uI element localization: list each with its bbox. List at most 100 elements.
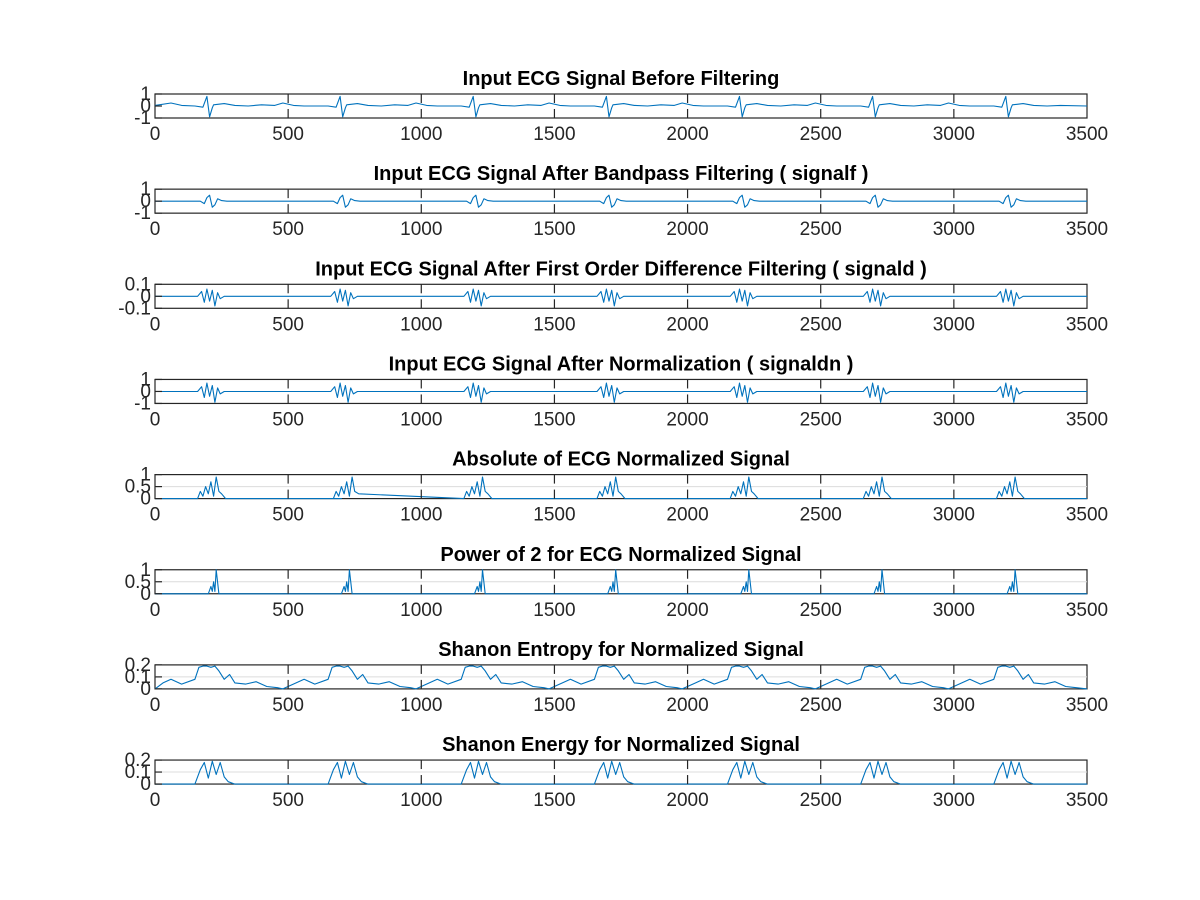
x-tick-label: 1500	[533, 314, 575, 335]
subplot-8: Shanon Energy for Normalized Signal 0 500 1…	[125, 734, 1109, 811]
x-tick-label: 2000	[666, 505, 708, 526]
x-tick-label: 3000	[933, 314, 975, 335]
x-tick-label: 2500	[800, 600, 842, 621]
y-tick-label: -1	[134, 203, 151, 224]
x-tick-label: 3500	[1066, 409, 1108, 430]
x-tick-label: 3500	[1066, 314, 1108, 335]
subplot-1: Input ECG Signal Before Filtering 0 500 100…	[134, 68, 1108, 145]
signal-line	[154, 665, 1088, 690]
y-tick-label: 0	[140, 679, 151, 700]
x-tick-label: 500	[272, 505, 304, 526]
x-tick-label: 1000	[400, 124, 442, 145]
x-tick-label: 500	[272, 124, 304, 145]
x-tick-label: 1500	[533, 600, 575, 621]
subplot-title: Input ECG Signal After Normalization ( s…	[389, 353, 854, 375]
y-tick-label: 0	[140, 96, 151, 117]
y-tick-label: 0	[140, 489, 151, 510]
x-tick-label: 1000	[400, 505, 442, 526]
y-tick-label: 0.5	[125, 572, 151, 593]
x-tick-label: 3500	[1066, 790, 1108, 811]
x-tick-label: 500	[272, 600, 304, 621]
y-tick-label: 1	[140, 369, 151, 390]
x-tick-label: 3500	[1066, 124, 1108, 145]
x-tick-label: 3000	[933, 790, 975, 811]
subplot-6: Power of 2 for ECG Normalized Signal 0 500…	[125, 544, 1109, 621]
subplot-2: Input ECG Signal After Bandpass Filterin…	[134, 163, 1108, 240]
x-tick-label: 2000	[666, 790, 708, 811]
x-tick-label: 1000	[400, 409, 442, 430]
x-tick-label: 2000	[666, 600, 708, 621]
subplot-title: Power of 2 for ECG Normalized Signal	[440, 544, 801, 566]
subplot-title: Absolute of ECG Normalized Signal	[452, 449, 790, 471]
x-tick-label: 2500	[800, 314, 842, 335]
x-tick-label: 0	[150, 409, 161, 430]
x-tick-label: 500	[272, 219, 304, 240]
x-tick-label: 2500	[800, 505, 842, 526]
signal-line	[155, 569, 1087, 595]
y-tick-label: -1	[134, 393, 151, 414]
x-tick-label: 2500	[800, 124, 842, 145]
x-tick-label: 1500	[533, 124, 575, 145]
x-tick-label: 500	[272, 790, 304, 811]
x-tick-label: 1500	[533, 790, 575, 811]
x-tick-label: 3500	[1066, 219, 1108, 240]
x-tick-label: 3000	[933, 219, 975, 240]
signal-line	[155, 476, 1087, 500]
y-tick-label: 1	[140, 179, 151, 200]
y-tick-label: 0	[140, 774, 151, 795]
x-tick-label: 2500	[800, 219, 842, 240]
x-tick-label: 0	[150, 314, 161, 335]
x-tick-label: 500	[272, 409, 304, 430]
x-tick-label: 1500	[533, 505, 575, 526]
y-tick-label: 1	[140, 84, 151, 105]
x-tick-label: 3500	[1066, 695, 1108, 716]
x-tick-label: 3000	[933, 600, 975, 621]
x-tick-label: 1500	[533, 695, 575, 716]
x-tick-label: 0	[150, 124, 161, 145]
signal-line	[155, 288, 1087, 307]
x-tick-label: 3000	[933, 505, 975, 526]
x-tick-label: 2500	[800, 409, 842, 430]
subplot-title: Input ECG Signal After Bandpass Filterin…	[374, 163, 869, 185]
y-tick-label: 0.1	[125, 667, 151, 688]
x-tick-label: 1000	[400, 600, 442, 621]
subplot-title: Shanon Entropy for Normalized Signal	[438, 639, 804, 661]
x-tick-label: 2000	[666, 695, 708, 716]
signal-line	[154, 95, 1088, 118]
x-tick-label: 0	[150, 600, 161, 621]
subplot-7: Shanon Entropy for Normalized Signal 0 500…	[125, 639, 1109, 716]
x-tick-label: 0	[150, 219, 161, 240]
y-tick-label: -1	[134, 108, 151, 129]
x-tick-label: 500	[272, 314, 304, 335]
x-tick-label: 1500	[533, 409, 575, 430]
y-tick-label: 1	[140, 465, 151, 486]
y-tick-label: -0.1	[118, 298, 151, 319]
subplot-3: Input ECG Signal After First Order Diffe…	[118, 258, 1108, 335]
y-tick-label: 0	[140, 584, 151, 605]
subplot-title: Input ECG Signal Before Filtering	[463, 68, 780, 90]
x-tick-label: 2000	[666, 124, 708, 145]
y-tick-label: 0	[140, 191, 151, 212]
y-tick-label: 0	[140, 381, 151, 402]
y-tick-label: 0.5	[125, 477, 151, 498]
subplot-4: Input ECG Signal After Normalization ( s…	[134, 353, 1108, 430]
x-tick-label: 3500	[1066, 505, 1108, 526]
x-tick-label: 0	[150, 505, 161, 526]
signal-line	[155, 382, 1087, 403]
x-tick-label: 0	[150, 790, 161, 811]
x-tick-label: 1000	[400, 790, 442, 811]
x-tick-label: 3000	[933, 124, 975, 145]
x-tick-label: 1000	[400, 219, 442, 240]
x-tick-label: 2000	[666, 314, 708, 335]
y-tick-label: 0.2	[125, 655, 151, 676]
x-tick-label: 2000	[666, 219, 708, 240]
y-tick-label: 1	[140, 560, 151, 581]
x-tick-label: 1500	[533, 219, 575, 240]
x-tick-label: 3500	[1066, 600, 1108, 621]
x-tick-label: 3000	[933, 695, 975, 716]
y-tick-label: 0.1	[125, 274, 151, 295]
signal-line	[155, 760, 1087, 785]
